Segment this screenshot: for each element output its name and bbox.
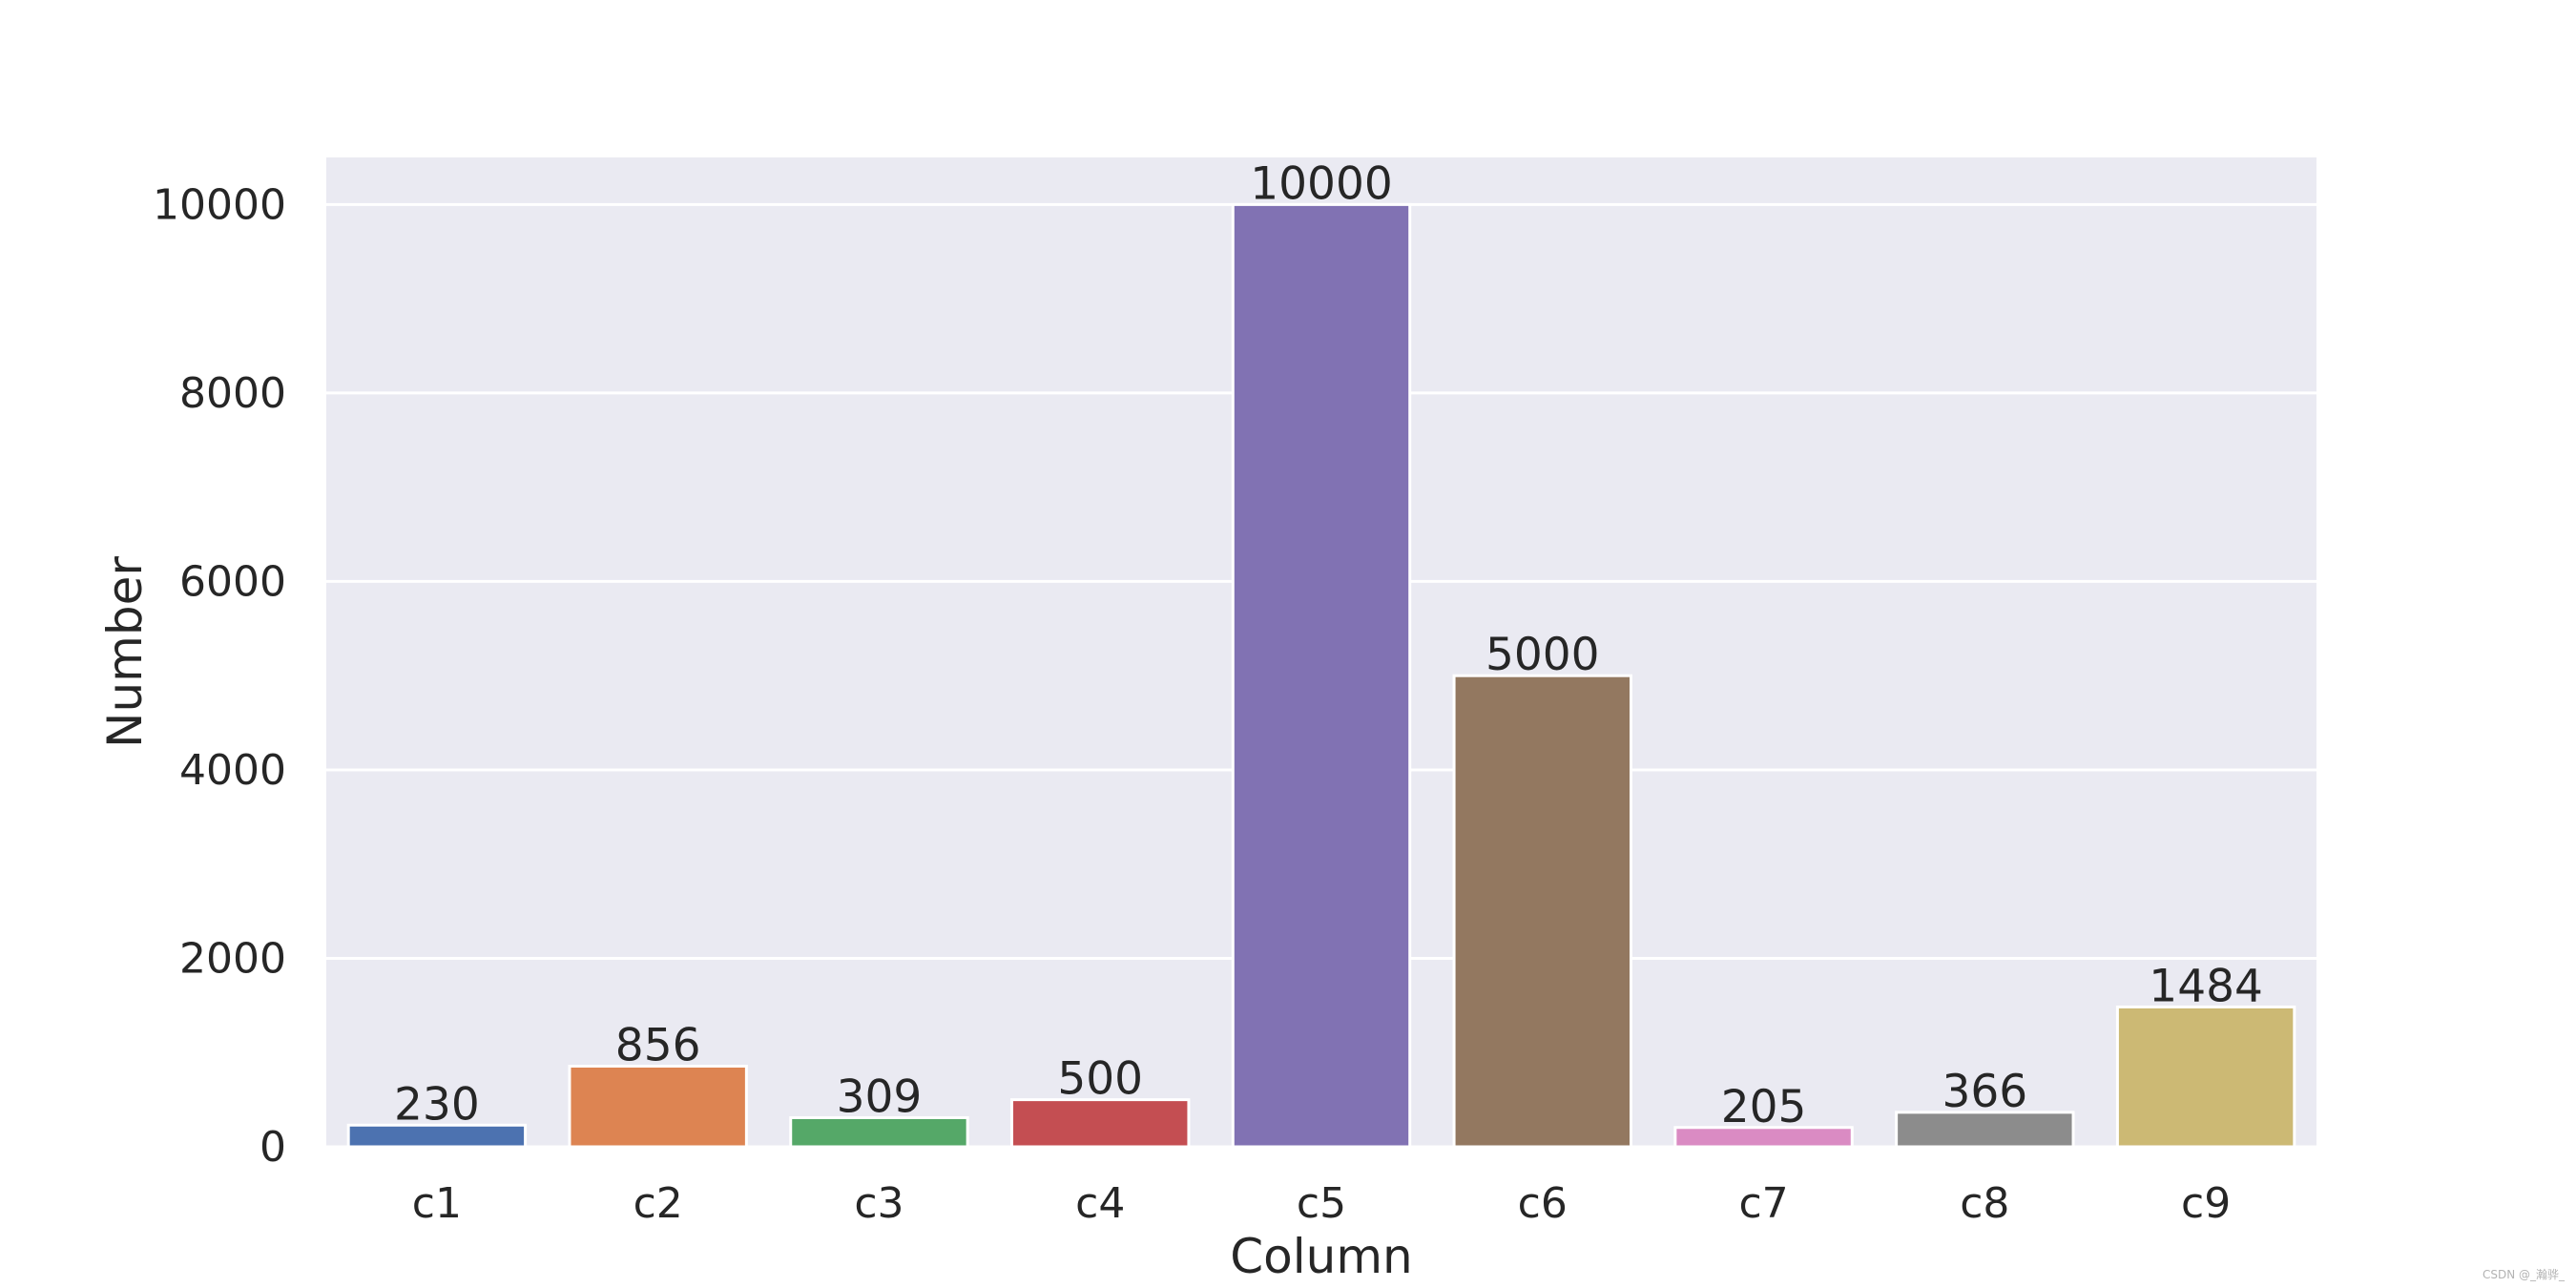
data-label-c2: 856 <box>615 1019 701 1071</box>
x-tick-label-c3: c3 <box>854 1179 904 1228</box>
y-tick-label: 0 <box>260 1123 286 1172</box>
data-label-c3: 309 <box>837 1070 923 1123</box>
y-tick-label: 10000 <box>153 180 286 229</box>
x-tick-label-c4: c4 <box>1075 1179 1125 1228</box>
bar-c9 <box>2115 1005 2296 1149</box>
data-label-c9: 1484 <box>2149 960 2263 1012</box>
watermark: CSDN @_瀚骅_ <box>2482 1268 2565 1281</box>
data-label-c8: 366 <box>1942 1066 2027 1118</box>
x-tick-label-c5: c5 <box>1297 1179 1346 1228</box>
x-tick-label-c8: c8 <box>1960 1179 2009 1228</box>
bar-c2 <box>568 1064 748 1149</box>
bar-c1 <box>346 1123 528 1149</box>
x-tick-label-c2: c2 <box>634 1179 683 1228</box>
y-axis-label: Number <box>97 556 153 748</box>
x-axis-label: Column <box>1230 1229 1412 1284</box>
bar-c5 <box>1231 202 1412 1149</box>
data-label-c1: 230 <box>394 1078 480 1131</box>
x-tick-label-c1: c1 <box>412 1179 462 1228</box>
x-tick-label-c7: c7 <box>1738 1179 1788 1228</box>
bar-c8 <box>1895 1111 2075 1149</box>
y-tick-label: 4000 <box>179 746 286 795</box>
data-label-c7: 205 <box>1721 1081 1807 1133</box>
bar-c7 <box>1673 1126 1854 1149</box>
y-axis-ticks: 0 2000 4000 6000 8000 10000 <box>153 180 286 1172</box>
data-labels: 230 856 309 500 10000 5000 205 366 1484 <box>394 157 2263 1132</box>
bar-c4 <box>1010 1098 1191 1149</box>
bar-c6 <box>1452 674 1632 1149</box>
x-tick-label-c6: c6 <box>1518 1179 1568 1228</box>
bar-c3 <box>789 1115 969 1149</box>
y-tick-label: 2000 <box>179 934 286 983</box>
y-tick-label: 8000 <box>179 369 286 418</box>
data-label-c5: 10000 <box>1250 157 1393 210</box>
x-tick-label-c9: c9 <box>2181 1179 2231 1228</box>
bars <box>346 202 2296 1149</box>
data-label-c4: 500 <box>1057 1053 1143 1106</box>
data-label-c6: 5000 <box>1485 629 1600 681</box>
x-axis-ticks: c1 c2 c3 c4 c5 c6 c7 c8 c9 <box>412 1179 2231 1228</box>
y-tick-label: 6000 <box>179 557 286 606</box>
